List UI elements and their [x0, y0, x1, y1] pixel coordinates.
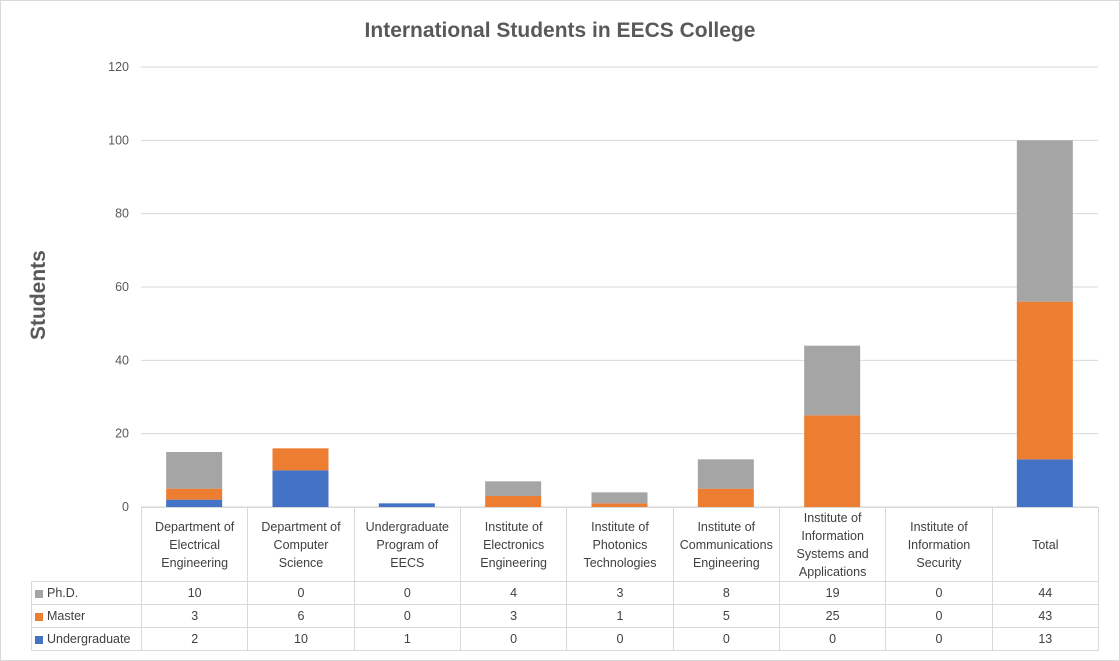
- data-label: 0: [885, 627, 993, 651]
- data-label: 1: [566, 604, 674, 628]
- category-label-text: Institute of Information Security: [907, 519, 971, 570]
- table-row: Master 3 6 0 3 1 5 25 0 43: [31, 604, 1099, 628]
- bar-phd: [591, 492, 648, 504]
- category-label: Department of Computer Science: [247, 507, 355, 582]
- bar-undergraduate: [166, 499, 223, 507]
- category-label-text: Institute of Electronics Engineering: [480, 519, 547, 570]
- data-label: 19: [778, 581, 887, 605]
- data-label: 44: [991, 581, 1099, 605]
- y-tick-label: 120: [108, 60, 129, 74]
- data-label: 4: [459, 581, 568, 605]
- bar-master: [166, 488, 223, 500]
- category-label: Institute of Photonics Technologies: [566, 507, 674, 582]
- legend-entry: Ph.D.: [31, 581, 142, 605]
- bar-undergraduate: [378, 503, 435, 507]
- data-label: 43: [991, 604, 1099, 628]
- legend-swatch-icon: [35, 612, 43, 621]
- data-label: 3: [566, 581, 674, 605]
- legend-label: Ph.D.: [47, 586, 79, 600]
- category-label: Undergraduate Program of EECS: [353, 507, 461, 582]
- legend-entry: Master: [31, 604, 142, 628]
- data-label: 0: [353, 604, 461, 628]
- data-table: Department of Electrical Engineering Depa…: [31, 507, 1099, 651]
- bar-master: [804, 415, 861, 507]
- data-label: 3: [459, 604, 568, 628]
- table-corner: [31, 507, 142, 582]
- y-tick-label: 20: [115, 427, 129, 441]
- category-label: Institute of Information Systems and App…: [778, 507, 887, 582]
- data-label: 6: [247, 604, 355, 628]
- bar-master: [697, 488, 754, 507]
- data-label: 0: [353, 581, 461, 605]
- category-label-text: Department of Electrical Engineering: [155, 519, 235, 570]
- category-label-text: Institute of Photonics Technologies: [583, 519, 657, 570]
- data-label: 0: [778, 627, 887, 651]
- bar-phd: [1016, 140, 1073, 302]
- bar-undergraduate: [272, 470, 329, 507]
- data-label: 10: [140, 581, 249, 605]
- data-label: 0: [459, 627, 568, 651]
- data-label: 8: [672, 581, 780, 605]
- category-label-text: Institute of Communications Engineering: [679, 519, 773, 570]
- data-label: 3: [140, 604, 249, 628]
- category-label-text: Institute of Information Systems and App…: [796, 510, 869, 579]
- data-label: 13: [991, 627, 1099, 651]
- category-label: Total: [991, 507, 1099, 582]
- legend-entry: Undergraduate: [31, 627, 142, 651]
- data-label: 0: [672, 627, 780, 651]
- data-label: 10: [247, 627, 355, 651]
- y-tick-label: 0: [122, 500, 129, 514]
- table-row: Undergraduate 2 10 1 0 0 0 0 0 13: [31, 627, 1099, 651]
- legend-label: Master: [47, 609, 86, 623]
- y-tick-label: 80: [115, 207, 129, 221]
- category-label-text: Undergraduate Program of EECS: [365, 519, 450, 570]
- data-label: 0: [885, 581, 993, 605]
- legend-swatch-icon: [35, 635, 43, 644]
- bar-master: [1016, 301, 1073, 460]
- data-label: 2: [140, 627, 249, 651]
- data-label: 0: [247, 581, 355, 605]
- legend-swatch-icon: [35, 589, 43, 598]
- category-label-text: Total: [1032, 537, 1059, 552]
- bar-master: [591, 503, 648, 507]
- bar-phd: [804, 345, 861, 416]
- bar-master: [485, 496, 542, 507]
- bar-phd: [485, 481, 542, 496]
- data-label: 25: [778, 604, 887, 628]
- data-label: 0: [566, 627, 674, 651]
- category-label: Institute of Communications Engineering: [672, 507, 780, 582]
- y-tick-label: 100: [108, 133, 129, 147]
- y-tick-label: 60: [115, 280, 129, 294]
- bar-master: [272, 448, 329, 471]
- bar-undergraduate: [1016, 459, 1073, 507]
- legend-label: Undergraduate: [47, 632, 131, 646]
- y-tick-label: 40: [115, 353, 129, 367]
- bar-phd: [697, 459, 754, 489]
- data-label: 1: [353, 627, 461, 651]
- chart-title: International Students in EECS College: [364, 19, 756, 42]
- category-label: Department of Electrical Engineering: [140, 507, 249, 582]
- category-label: Institute of Electronics Engineering: [459, 507, 568, 582]
- category-label-text: Department of Computer Science: [261, 519, 341, 570]
- data-label: 0: [885, 604, 993, 628]
- table-row: Ph.D. 10 0 0 4 3 8 19 0 44: [31, 581, 1099, 605]
- bar-phd: [166, 452, 223, 489]
- category-label: Institute of Information Security: [885, 507, 993, 582]
- data-label: 5: [672, 604, 780, 628]
